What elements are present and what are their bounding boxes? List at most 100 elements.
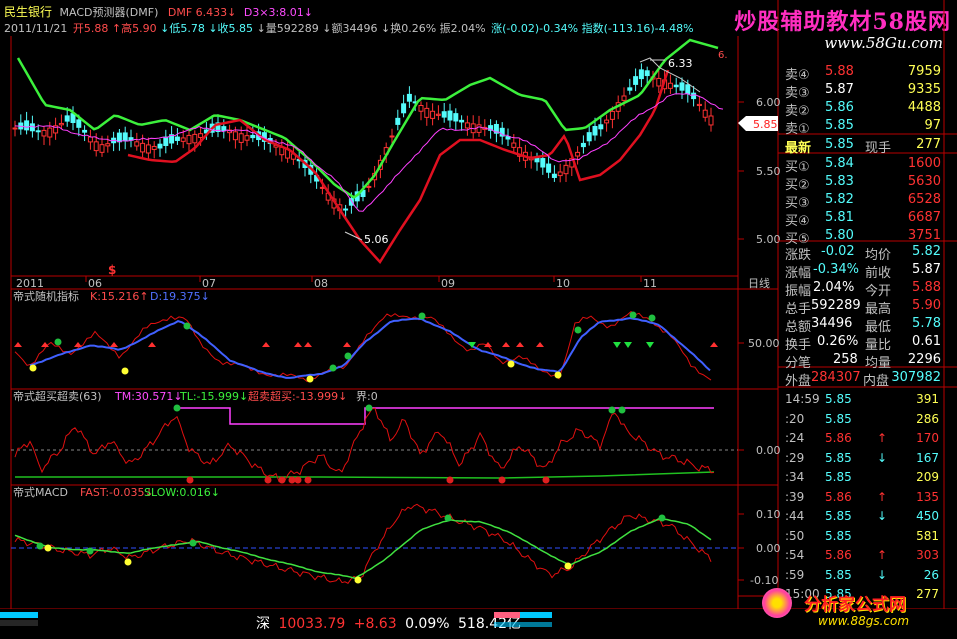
- ob-tl-value: TL:-15.999↓: [179, 390, 248, 403]
- tick-time: :34: [785, 470, 805, 484]
- ask-row[interactable]: 卖④ 5.88 7959: [785, 64, 941, 83]
- candle-body: [250, 134, 256, 139]
- tick-volume: 26: [923, 567, 939, 582]
- signal-dot: [574, 326, 582, 334]
- candle-body: [534, 157, 540, 163]
- tick-volume: 303: [916, 548, 939, 562]
- macd-tick: 0.00: [756, 542, 781, 555]
- candle-body: [685, 84, 691, 95]
- tick-row[interactable]: :59 5.85 ↓ 26: [781, 566, 943, 586]
- up-triangle-icon: [74, 342, 82, 347]
- stat-row: 分笔 258 均量 2296: [785, 352, 941, 371]
- candle-body: [667, 82, 673, 89]
- macd-title: 帝式MACD: [13, 485, 68, 499]
- bid-row[interactable]: 买④ 5.81 6687: [785, 210, 941, 229]
- tick-volume: 135: [916, 489, 939, 504]
- stock-name[interactable]: 民生银行: [4, 5, 53, 19]
- candle-body: [691, 92, 697, 100]
- tick-row[interactable]: :50 5.85 581: [781, 527, 943, 547]
- candle-body: [389, 135, 395, 138]
- candle-body: [366, 185, 372, 188]
- candle-body: [586, 132, 592, 142]
- up-triangle-icon: [148, 342, 156, 347]
- candle-body: [488, 125, 494, 131]
- tick-volume: 391: [916, 392, 939, 406]
- kd-tick: 50.00: [748, 337, 780, 350]
- signal-dot: [278, 476, 286, 484]
- tick-row[interactable]: 14:59 5.85 391: [781, 390, 943, 410]
- tick-row[interactable]: :54 5.86 ↑ 303: [781, 546, 943, 566]
- candle-body: [343, 208, 349, 211]
- date-tick: 2011: [16, 277, 44, 290]
- candle-body: [499, 127, 505, 137]
- candle-body: [76, 119, 82, 128]
- candle-body: [447, 110, 453, 121]
- price-tag-value: 5.85: [753, 118, 778, 131]
- close-value: ↓收5.85: [208, 22, 254, 35]
- site-logo[interactable]: 分析家公式网 www.88gs.com: [752, 584, 957, 639]
- tick-row[interactable]: :39 5.86 ↑ 135: [781, 488, 943, 508]
- price-tick: 6.00: [756, 96, 781, 109]
- price-tick: 5.50: [756, 165, 781, 178]
- candle-body: [604, 119, 610, 124]
- candle-body: [696, 103, 702, 107]
- bid-row[interactable]: 买⑤ 5.80 3751: [785, 228, 941, 247]
- up-triangle-icon: [343, 342, 351, 347]
- amount-value: ↓额34496: [322, 22, 378, 35]
- ob-tm-value: TM:30.571↓: [114, 390, 183, 403]
- candle-body: [464, 122, 470, 129]
- candle-body: [598, 124, 604, 130]
- period-label[interactable]: 日线: [748, 276, 770, 290]
- bid-row[interactable]: 买③ 5.82 6528: [785, 192, 941, 211]
- tick-time: :24: [785, 431, 805, 445]
- kd-title: 帝式随机指标: [13, 289, 79, 303]
- candle-body: [580, 142, 586, 148]
- candle-body: [105, 143, 111, 147]
- candle-body: [505, 136, 511, 140]
- tick-row[interactable]: :20 5.85 286: [781, 410, 943, 430]
- signal-dot: [264, 476, 272, 484]
- bid-row[interactable]: 买① 5.84 1600: [785, 156, 941, 175]
- tick-row[interactable]: :29 5.85 ↓ 167: [781, 449, 943, 469]
- macd-tick: -0.10: [750, 574, 778, 587]
- tick-row[interactable]: :44 5.85 ↓ 450: [781, 507, 943, 527]
- tick-price: 5.85: [825, 450, 852, 465]
- up-triangle-icon: [294, 342, 302, 347]
- up-triangle-icon: [536, 342, 544, 347]
- bid-row[interactable]: 买② 5.83 5630: [785, 174, 941, 193]
- macd-fast-value: FAST:-0.035↓: [80, 486, 154, 499]
- stat-row: 涨幅 -0.34% 前收 5.87: [785, 262, 941, 281]
- candle-body: [557, 171, 563, 177]
- down-triangle-icon: [624, 342, 632, 348]
- ask-row[interactable]: 卖③ 5.87 9335: [785, 82, 941, 101]
- ob-cm-value: 超卖超买:-13.999↓: [248, 389, 347, 403]
- tick-row[interactable]: :34 5.85 209: [781, 468, 943, 488]
- signal-dot: [542, 476, 550, 484]
- tick-price: 5.85: [825, 411, 852, 426]
- down-triangle-icon: [646, 342, 654, 348]
- tick-row[interactable]: :24 5.86 ↑ 170: [781, 429, 943, 449]
- ask-row[interactable]: 卖① 5.85 97: [785, 118, 941, 137]
- candle-body: [192, 133, 198, 144]
- candle-body: [430, 110, 436, 119]
- tick-arrow: ↓: [877, 509, 888, 523]
- market-change: +8.63: [353, 616, 397, 632]
- candle-body: [99, 144, 105, 153]
- macd-slow-value: SLOW:0.016↓: [144, 486, 220, 499]
- candle-body: [134, 141, 140, 147]
- ask-row[interactable]: 卖② 5.86 4488: [785, 100, 941, 119]
- tick-price: 5.86: [825, 431, 852, 445]
- candle-body: [157, 143, 163, 149]
- latest-row[interactable]: 最新 5.85 现手 277: [785, 137, 941, 156]
- up-triangle-icon: [41, 342, 49, 347]
- up-triangle-icon: [502, 342, 510, 347]
- tick-volume: 209: [916, 470, 939, 484]
- tick-time: :39: [785, 489, 805, 504]
- indicator-name[interactable]: MACD预测器(DMF): [59, 6, 159, 19]
- signal-dot: [344, 352, 352, 360]
- tick-row[interactable]: 15:00 5.85 277: [781, 585, 943, 605]
- signal-dot: [618, 406, 626, 414]
- market-label[interactable]: 深: [256, 616, 270, 632]
- tick-volume: 170: [916, 431, 939, 445]
